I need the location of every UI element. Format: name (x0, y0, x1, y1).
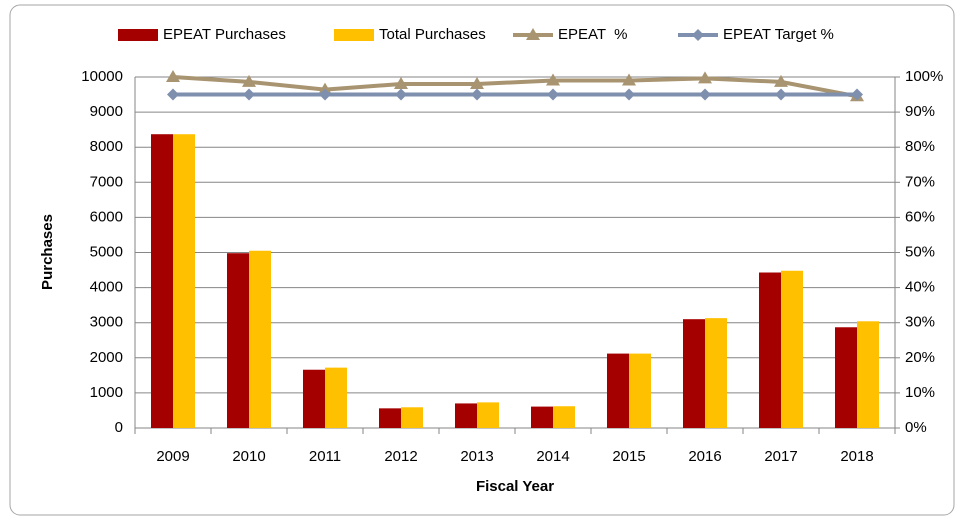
bar (227, 253, 249, 428)
y-tick-label: 3000 (90, 314, 123, 331)
y-tick-label: 5000 (90, 243, 123, 260)
y2-tick-label: 0% (905, 419, 927, 436)
y2-tick-label: 80% (905, 138, 935, 155)
marker (851, 88, 863, 101)
y-tick-label: 6000 (90, 208, 123, 225)
bar (151, 134, 173, 428)
legend-swatch (334, 29, 374, 41)
bar (857, 321, 879, 428)
x-tick-label: 2018 (840, 448, 873, 465)
bar (835, 327, 857, 428)
y2-tick-label: 30% (905, 314, 935, 331)
y2-tick-label: 10% (905, 384, 935, 401)
marker (319, 88, 331, 101)
y2-tick-label: 20% (905, 349, 935, 366)
x-tick-label: 2013 (460, 448, 493, 465)
legend-swatch (118, 29, 158, 41)
marker (394, 77, 408, 90)
y2-tick-label: 100% (905, 68, 943, 85)
marker (692, 29, 704, 41)
y-tick-label: 1000 (90, 384, 123, 401)
marker (623, 88, 635, 101)
y-tick-label: 2000 (90, 349, 123, 366)
bar (607, 353, 629, 428)
marker (699, 88, 711, 101)
x-tick-label: 2014 (536, 448, 569, 465)
bar (629, 353, 651, 428)
marker (242, 74, 256, 87)
marker (546, 73, 560, 86)
x-tick-label: 2016 (688, 448, 721, 465)
x-tick-label: 2017 (764, 448, 797, 465)
marker (395, 88, 407, 101)
bar (325, 367, 347, 428)
legend-label: EPEAT % (558, 26, 627, 43)
y-tick-label: 8000 (90, 138, 123, 155)
y-tick-label: 10000 (81, 68, 123, 85)
marker (775, 88, 787, 101)
marker (470, 77, 484, 90)
y-axis-title: Purchases (39, 214, 56, 290)
y-tick-label: 7000 (90, 173, 123, 190)
marker (622, 73, 636, 86)
bar (303, 369, 325, 428)
bar (477, 402, 499, 428)
x-tick-label: 2015 (612, 448, 645, 465)
bar (379, 408, 401, 428)
bar (249, 250, 271, 428)
marker (526, 28, 540, 40)
line (172, 75, 858, 99)
marker (774, 74, 788, 87)
x-axis-title: Fiscal Year (476, 478, 554, 495)
y-tick-label: 9000 (90, 103, 123, 120)
y2-tick-label: 90% (905, 103, 935, 120)
bar (531, 406, 553, 428)
marker (167, 88, 179, 101)
bar (705, 318, 727, 428)
y2-tick-label: 40% (905, 279, 935, 296)
bar (781, 270, 803, 428)
bar (683, 319, 705, 428)
x-tick-label: 2009 (156, 448, 189, 465)
legend-label: Total Purchases (379, 26, 486, 43)
legend-label: EPEAT Target % (723, 26, 834, 43)
y2-tick-label: 70% (905, 173, 935, 190)
bar (173, 134, 195, 428)
bar (553, 406, 575, 428)
legend-label: EPEAT Purchases (163, 26, 286, 43)
y-tick-label: 4000 (90, 279, 123, 296)
y2-tick-label: 50% (905, 243, 935, 260)
bar (759, 272, 781, 428)
x-tick-label: 2010 (232, 448, 265, 465)
bar (401, 407, 423, 428)
y2-tick-label: 60% (905, 208, 935, 225)
marker (243, 88, 255, 101)
x-tick-label: 2011 (309, 448, 341, 465)
marker (698, 71, 712, 84)
marker (547, 88, 559, 101)
marker (471, 88, 483, 101)
y-tick-label: 0 (115, 419, 123, 436)
x-tick-label: 2012 (384, 448, 417, 465)
marker (166, 70, 180, 82)
bar (455, 403, 477, 428)
